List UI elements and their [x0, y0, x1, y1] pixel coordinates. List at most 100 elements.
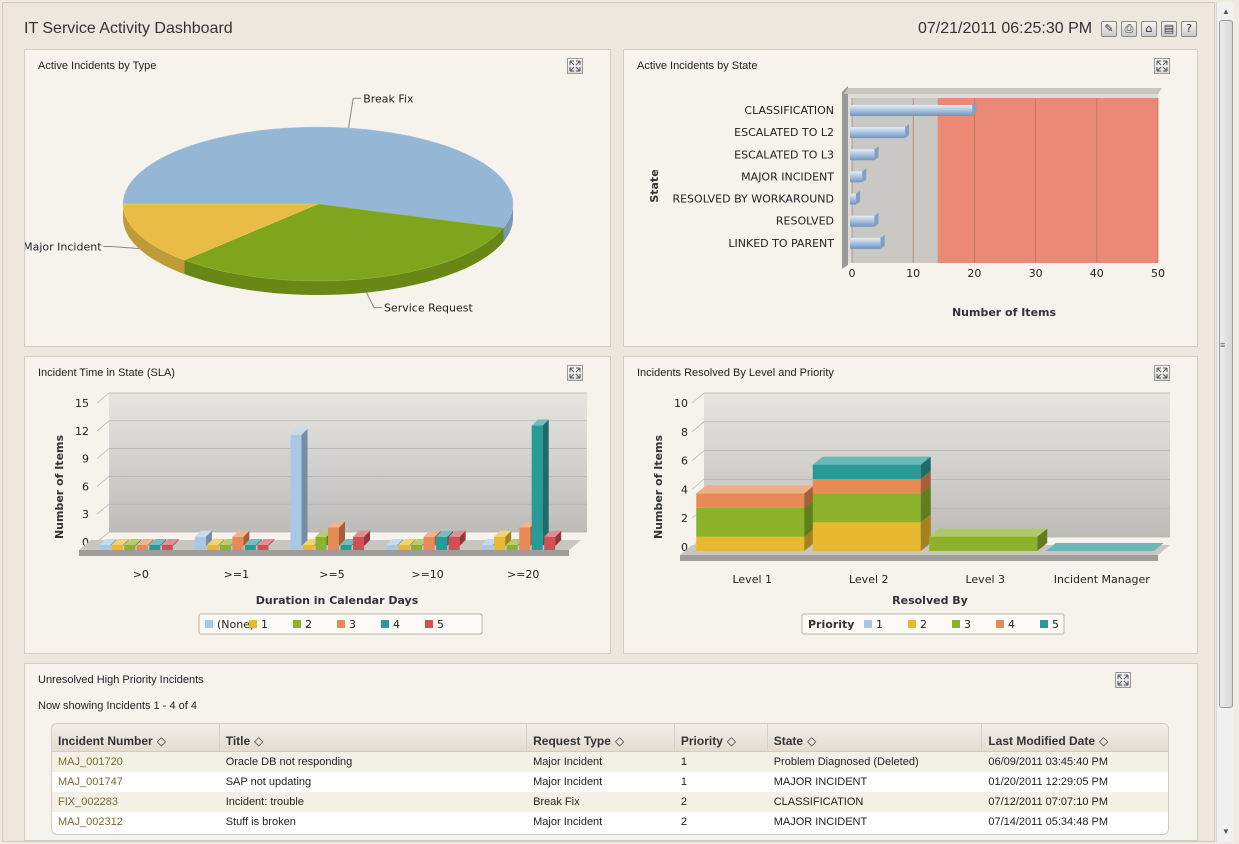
legend-label: 4	[393, 618, 400, 631]
y-tick-label: 8	[681, 426, 688, 439]
bar-segment-side	[920, 456, 931, 479]
x-tick-label: >0	[133, 568, 149, 581]
bar-segment	[696, 493, 805, 508]
column-header[interactable]: Last Modified Date ◇	[988, 734, 1109, 748]
scroll-up-icon[interactable]: ▲	[1222, 7, 1230, 16]
clipboard-icon[interactable]: ▤	[1161, 21, 1177, 37]
bar	[257, 545, 269, 550]
table-row[interactable]: MAJ_001747 SAP not updating Major Incident…	[52, 772, 1168, 792]
bar-side	[542, 419, 549, 546]
incident-number-link[interactable]: FIX_002283	[58, 796, 118, 808]
scroll-down-icon[interactable]: ▼	[1222, 827, 1230, 836]
column-header[interactable]: Priority ◇	[675, 724, 768, 751]
bar	[124, 545, 136, 550]
incident-number-link[interactable]: MAJ_001720	[58, 756, 123, 768]
bar-side	[339, 521, 345, 546]
maximize-icon[interactable]	[567, 58, 583, 74]
column-header[interactable]: Request Type ◇	[527, 724, 675, 751]
gridline	[691, 392, 705, 404]
panel-incidents-by-type: Active Incidents by Type Break Fix Servic…	[24, 49, 611, 347]
help-icon[interactable]: ?	[1181, 21, 1197, 37]
x-tick-label: >=5	[319, 568, 344, 581]
bar	[519, 527, 531, 550]
bar-end	[862, 168, 867, 183]
bar	[328, 527, 339, 550]
table-cell: Break Fix	[533, 796, 580, 808]
sort-icon[interactable]: ◇	[614, 734, 625, 748]
vertical-scrollbar[interactable]: ▲ ≡ ▼	[1216, 2, 1234, 842]
sort-icon[interactable]: ◇	[726, 734, 737, 748]
table-row[interactable]: FIX_002283 Incident: trouble Break Fix 2 CLA…	[52, 792, 1168, 812]
table-cell: 2	[680, 816, 687, 828]
bar-top	[232, 530, 250, 537]
bar-side	[243, 530, 250, 546]
print-icon[interactable]: ⎙	[1121, 21, 1137, 37]
legend-label: 2	[920, 618, 927, 631]
legend-title: Priority	[808, 618, 854, 631]
pie-slice-side	[503, 204, 513, 242]
sort-icon[interactable]: ◇	[254, 734, 264, 748]
bar-segment	[812, 464, 921, 479]
incident-number-link[interactable]: MAJ_001747	[58, 776, 123, 788]
bar-end	[905, 124, 910, 139]
home-icon[interactable]: ⌂	[1141, 21, 1157, 37]
table-cell: Stuff is broken	[225, 816, 296, 828]
bar	[850, 215, 875, 227]
panel-resolved-by-level: Incidents Resolved By Level and Priority…	[623, 356, 1198, 654]
column-header[interactable]: State ◇	[768, 724, 983, 751]
bar	[232, 536, 244, 550]
table-cell: Major Incident	[533, 756, 603, 768]
table-cell: 06/09/2011 03:45:40 PM	[988, 756, 1108, 768]
column-header[interactable]: Title ◇	[220, 724, 528, 751]
gridline	[691, 421, 705, 433]
x-axis-title: Number of Items	[952, 306, 1057, 319]
sort-icon[interactable]: ◇	[156, 734, 166, 748]
maximize-icon[interactable]	[1154, 58, 1170, 74]
current-datetime: 07/21/2011 06:25:30 PM	[918, 20, 1093, 37]
bar	[850, 149, 875, 161]
sort-icon[interactable]: ◇	[807, 734, 817, 748]
floor-edge	[680, 555, 1158, 561]
column-header[interactable]: Incident Number ◇	[52, 724, 220, 751]
scroll-thumb[interactable]	[1219, 20, 1233, 708]
bar	[850, 127, 906, 139]
range-band	[852, 98, 938, 263]
toolbar: ✎ ⎙ ⌂ ▤?	[1101, 21, 1197, 37]
incident-number-link[interactable]: MAJ_002312	[58, 816, 123, 828]
table-row[interactable]: MAJ_001720 Oracle DB not responding Major …	[52, 752, 1168, 772]
legend-swatch	[249, 620, 257, 628]
sort-icon[interactable]: ◇	[1099, 734, 1109, 748]
panel-title: Active Incidents by Type	[38, 60, 157, 72]
bar-side	[268, 539, 275, 546]
state-bar-chart: 0 10 20 30 40 50 CLASSIFICATION ESCALATED TO L2…	[648, 86, 1165, 319]
bar-top	[929, 528, 1048, 537]
y-tick-label: 0	[681, 541, 688, 554]
table-cell: 01/20/2011 12:29:05 PM	[988, 776, 1108, 788]
table-cell: SAP not updating	[225, 776, 312, 788]
bar-side	[364, 530, 370, 546]
pie-label: Service Request	[384, 302, 474, 315]
pie-chart: Break Fix Service Request Major Incident	[25, 92, 514, 315]
maximize-icon[interactable]	[1154, 365, 1170, 381]
stacked-bar-chart: 0 2 4 6 8 10 Level 1 Level 2 Level 3 Incident Man…	[652, 392, 1170, 635]
x-tick-label: 50	[1151, 267, 1165, 280]
bar	[303, 545, 314, 550]
bar-segment	[696, 536, 805, 551]
gridline	[691, 479, 705, 490]
bar	[149, 545, 161, 550]
bar-top	[290, 428, 308, 435]
y-axis-title: State	[648, 169, 661, 202]
table-cell: 07/14/2011 05:34:48 PM	[988, 816, 1108, 828]
legend-label: 3	[349, 618, 356, 631]
table-row[interactable]: MAJ_002312 Stuff is broken Major Incident 2…	[52, 812, 1168, 832]
legend-swatch	[425, 620, 433, 628]
y-tick-label: 6	[681, 455, 688, 468]
legend-swatch	[293, 620, 301, 628]
legend-label: 5	[1052, 618, 1059, 631]
maximize-icon[interactable]	[567, 365, 583, 381]
y-tick-label: 0	[82, 536, 89, 549]
legend-label: (None)	[217, 618, 254, 631]
bar-end	[874, 146, 879, 161]
edit-icon[interactable]: ✎	[1101, 21, 1117, 37]
maximize-icon[interactable]	[1115, 672, 1131, 688]
